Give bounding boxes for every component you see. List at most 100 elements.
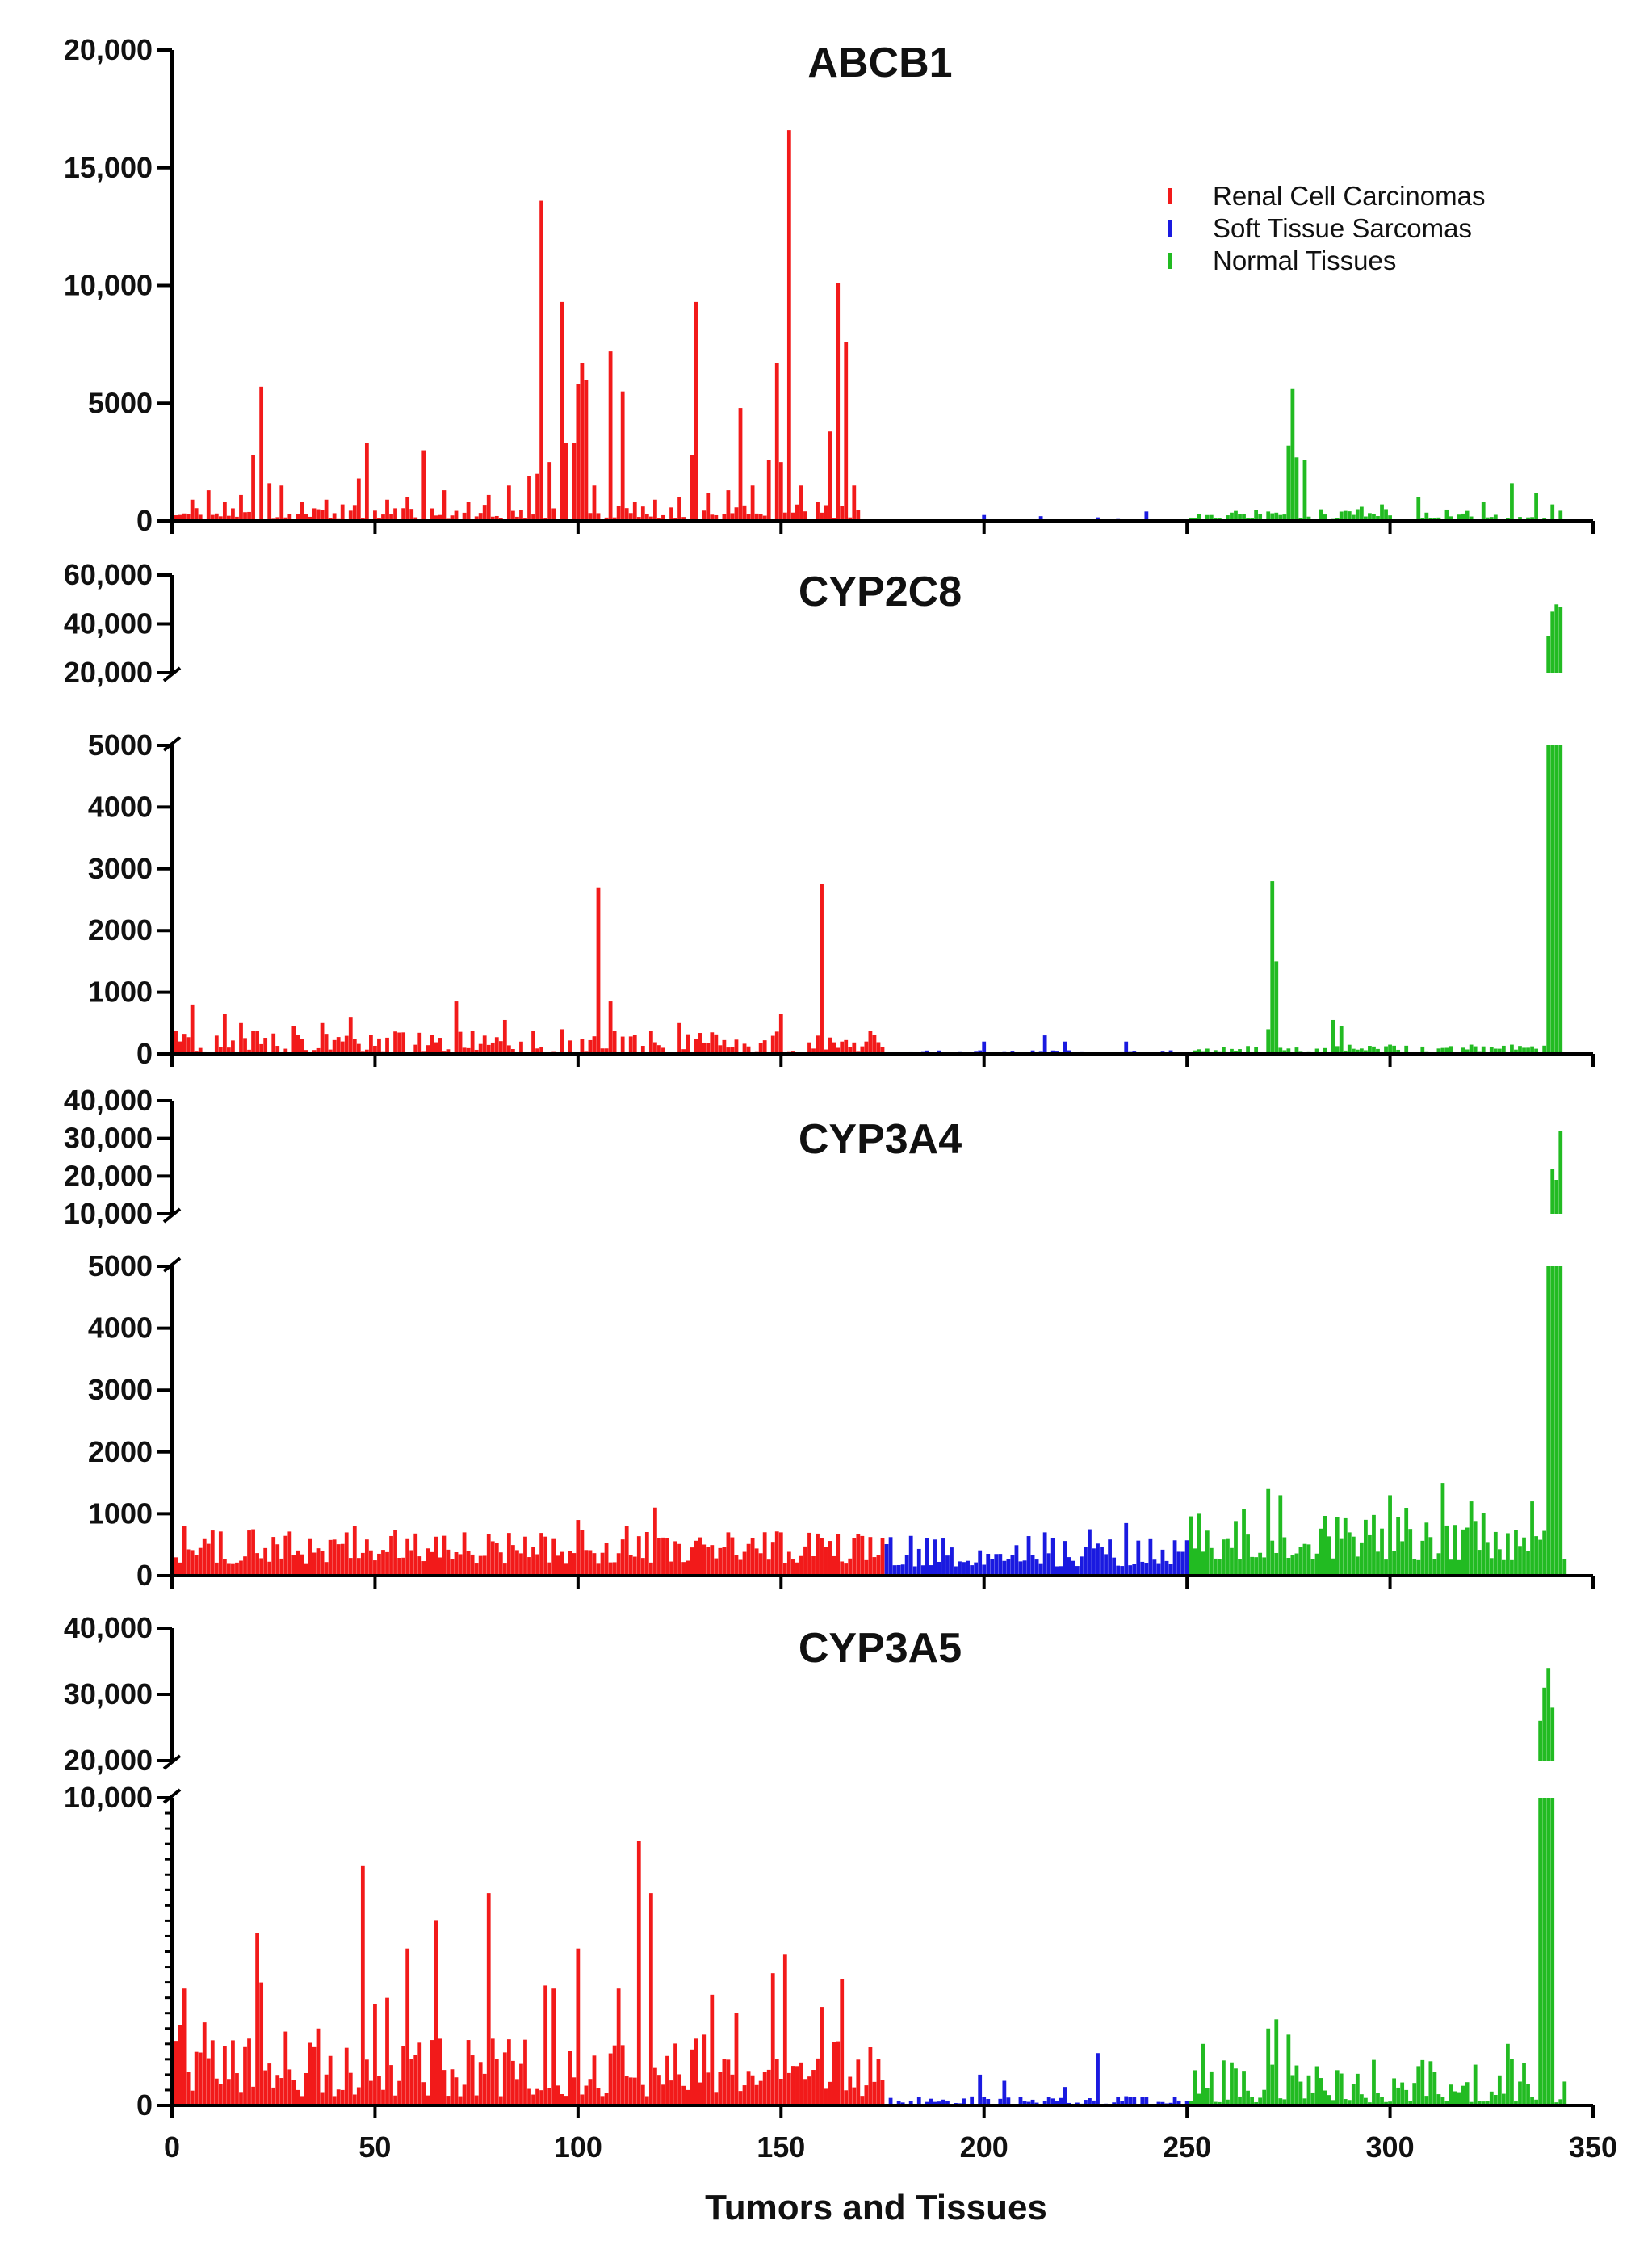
bar <box>860 2096 865 2105</box>
bar <box>648 1031 653 1054</box>
bar <box>690 2049 694 2105</box>
bar <box>669 1561 673 1576</box>
bar <box>417 1556 422 1576</box>
bar <box>742 1551 747 1576</box>
bar <box>1160 2101 1165 2105</box>
bar <box>1172 1540 1177 1576</box>
bar <box>1562 2081 1567 2105</box>
bar <box>933 2101 937 2105</box>
bar <box>868 1537 873 1576</box>
bar <box>774 1031 779 1054</box>
bar <box>1026 2101 1031 2105</box>
bar <box>1538 1539 1543 1576</box>
bar <box>247 2038 251 2105</box>
bar <box>868 1031 873 1054</box>
bar <box>308 2042 312 2105</box>
x-tick-label: 0 <box>164 2130 180 2164</box>
bar <box>498 1552 503 1576</box>
bar <box>669 2080 673 2105</box>
bar <box>1124 2096 1129 2105</box>
bar <box>1286 1557 1291 1576</box>
bar <box>774 1531 779 1576</box>
bar <box>896 2101 901 2105</box>
bar <box>1558 745 1563 1054</box>
bar <box>673 2043 677 2105</box>
bar <box>312 2046 317 2105</box>
bar <box>790 2066 795 2105</box>
bar <box>239 2092 243 2105</box>
bar <box>1396 2087 1401 2105</box>
bar <box>584 2085 589 2105</box>
bar <box>348 1017 353 1054</box>
bar <box>1493 514 1498 521</box>
bar <box>657 1045 661 1054</box>
bar <box>1359 506 1364 521</box>
bar <box>519 510 523 521</box>
bar <box>417 1032 422 1054</box>
bar <box>908 2101 913 2105</box>
bar <box>1136 1540 1141 1576</box>
bar <box>344 2047 349 2105</box>
bar <box>296 514 300 521</box>
bar <box>657 1538 661 1576</box>
bar <box>515 516 519 521</box>
bar <box>210 1530 215 1576</box>
bar <box>1234 2068 1238 2105</box>
bar <box>1144 511 1149 521</box>
bar <box>782 1954 787 2105</box>
legend-label-renal: Renal Cell Carcinomas <box>1213 181 1485 211</box>
bar <box>227 2079 231 2105</box>
bar <box>519 2063 523 2105</box>
bar <box>1461 1529 1465 1576</box>
bar <box>1306 516 1311 521</box>
bar <box>1542 1045 1547 1054</box>
bar <box>458 1031 463 1054</box>
bar <box>364 1539 369 1576</box>
bar <box>1092 1548 1096 1576</box>
bar <box>786 130 791 522</box>
bar <box>1067 1050 1071 1054</box>
bar <box>754 513 759 521</box>
bar <box>474 516 479 521</box>
bar <box>312 1552 317 1576</box>
bar <box>1444 1047 1449 1054</box>
bar <box>535 1554 539 1576</box>
bar <box>828 431 832 521</box>
bar <box>1286 2034 1291 2105</box>
bar <box>174 2041 178 2105</box>
bar <box>714 2092 719 2105</box>
bar <box>560 1551 564 1576</box>
bar <box>770 1973 775 2105</box>
bar <box>531 1031 535 1054</box>
bar <box>1258 1552 1263 1576</box>
bar <box>1050 2098 1055 2105</box>
bar <box>1440 2097 1445 2105</box>
bar <box>421 450 426 521</box>
bar <box>1018 1561 1023 1576</box>
y-tick-label: 40,000 <box>64 607 153 640</box>
bar <box>434 1536 438 1576</box>
legend-swatch-normal <box>1168 253 1172 269</box>
bar <box>239 494 243 521</box>
bar <box>340 1543 345 1576</box>
bar <box>941 1538 945 1576</box>
bar <box>434 515 438 521</box>
y-tick-label: 5000 <box>88 386 153 419</box>
bar <box>604 1543 609 1576</box>
bar <box>1238 1559 1242 1576</box>
bar <box>1347 2100 1352 2105</box>
bar <box>458 2096 463 2105</box>
bar <box>1080 1556 1084 1576</box>
y-tick-label: 30,000 <box>64 1677 153 1711</box>
bar <box>1193 1050 1197 1054</box>
bar <box>790 512 795 521</box>
bar <box>190 499 195 521</box>
bar <box>393 2095 397 2105</box>
bar <box>970 2096 975 2105</box>
bar <box>1473 2064 1478 2105</box>
bar <box>438 514 442 521</box>
bar <box>596 513 601 521</box>
bar <box>218 1047 223 1054</box>
bar <box>478 1555 483 1576</box>
bar <box>1530 1501 1534 1576</box>
